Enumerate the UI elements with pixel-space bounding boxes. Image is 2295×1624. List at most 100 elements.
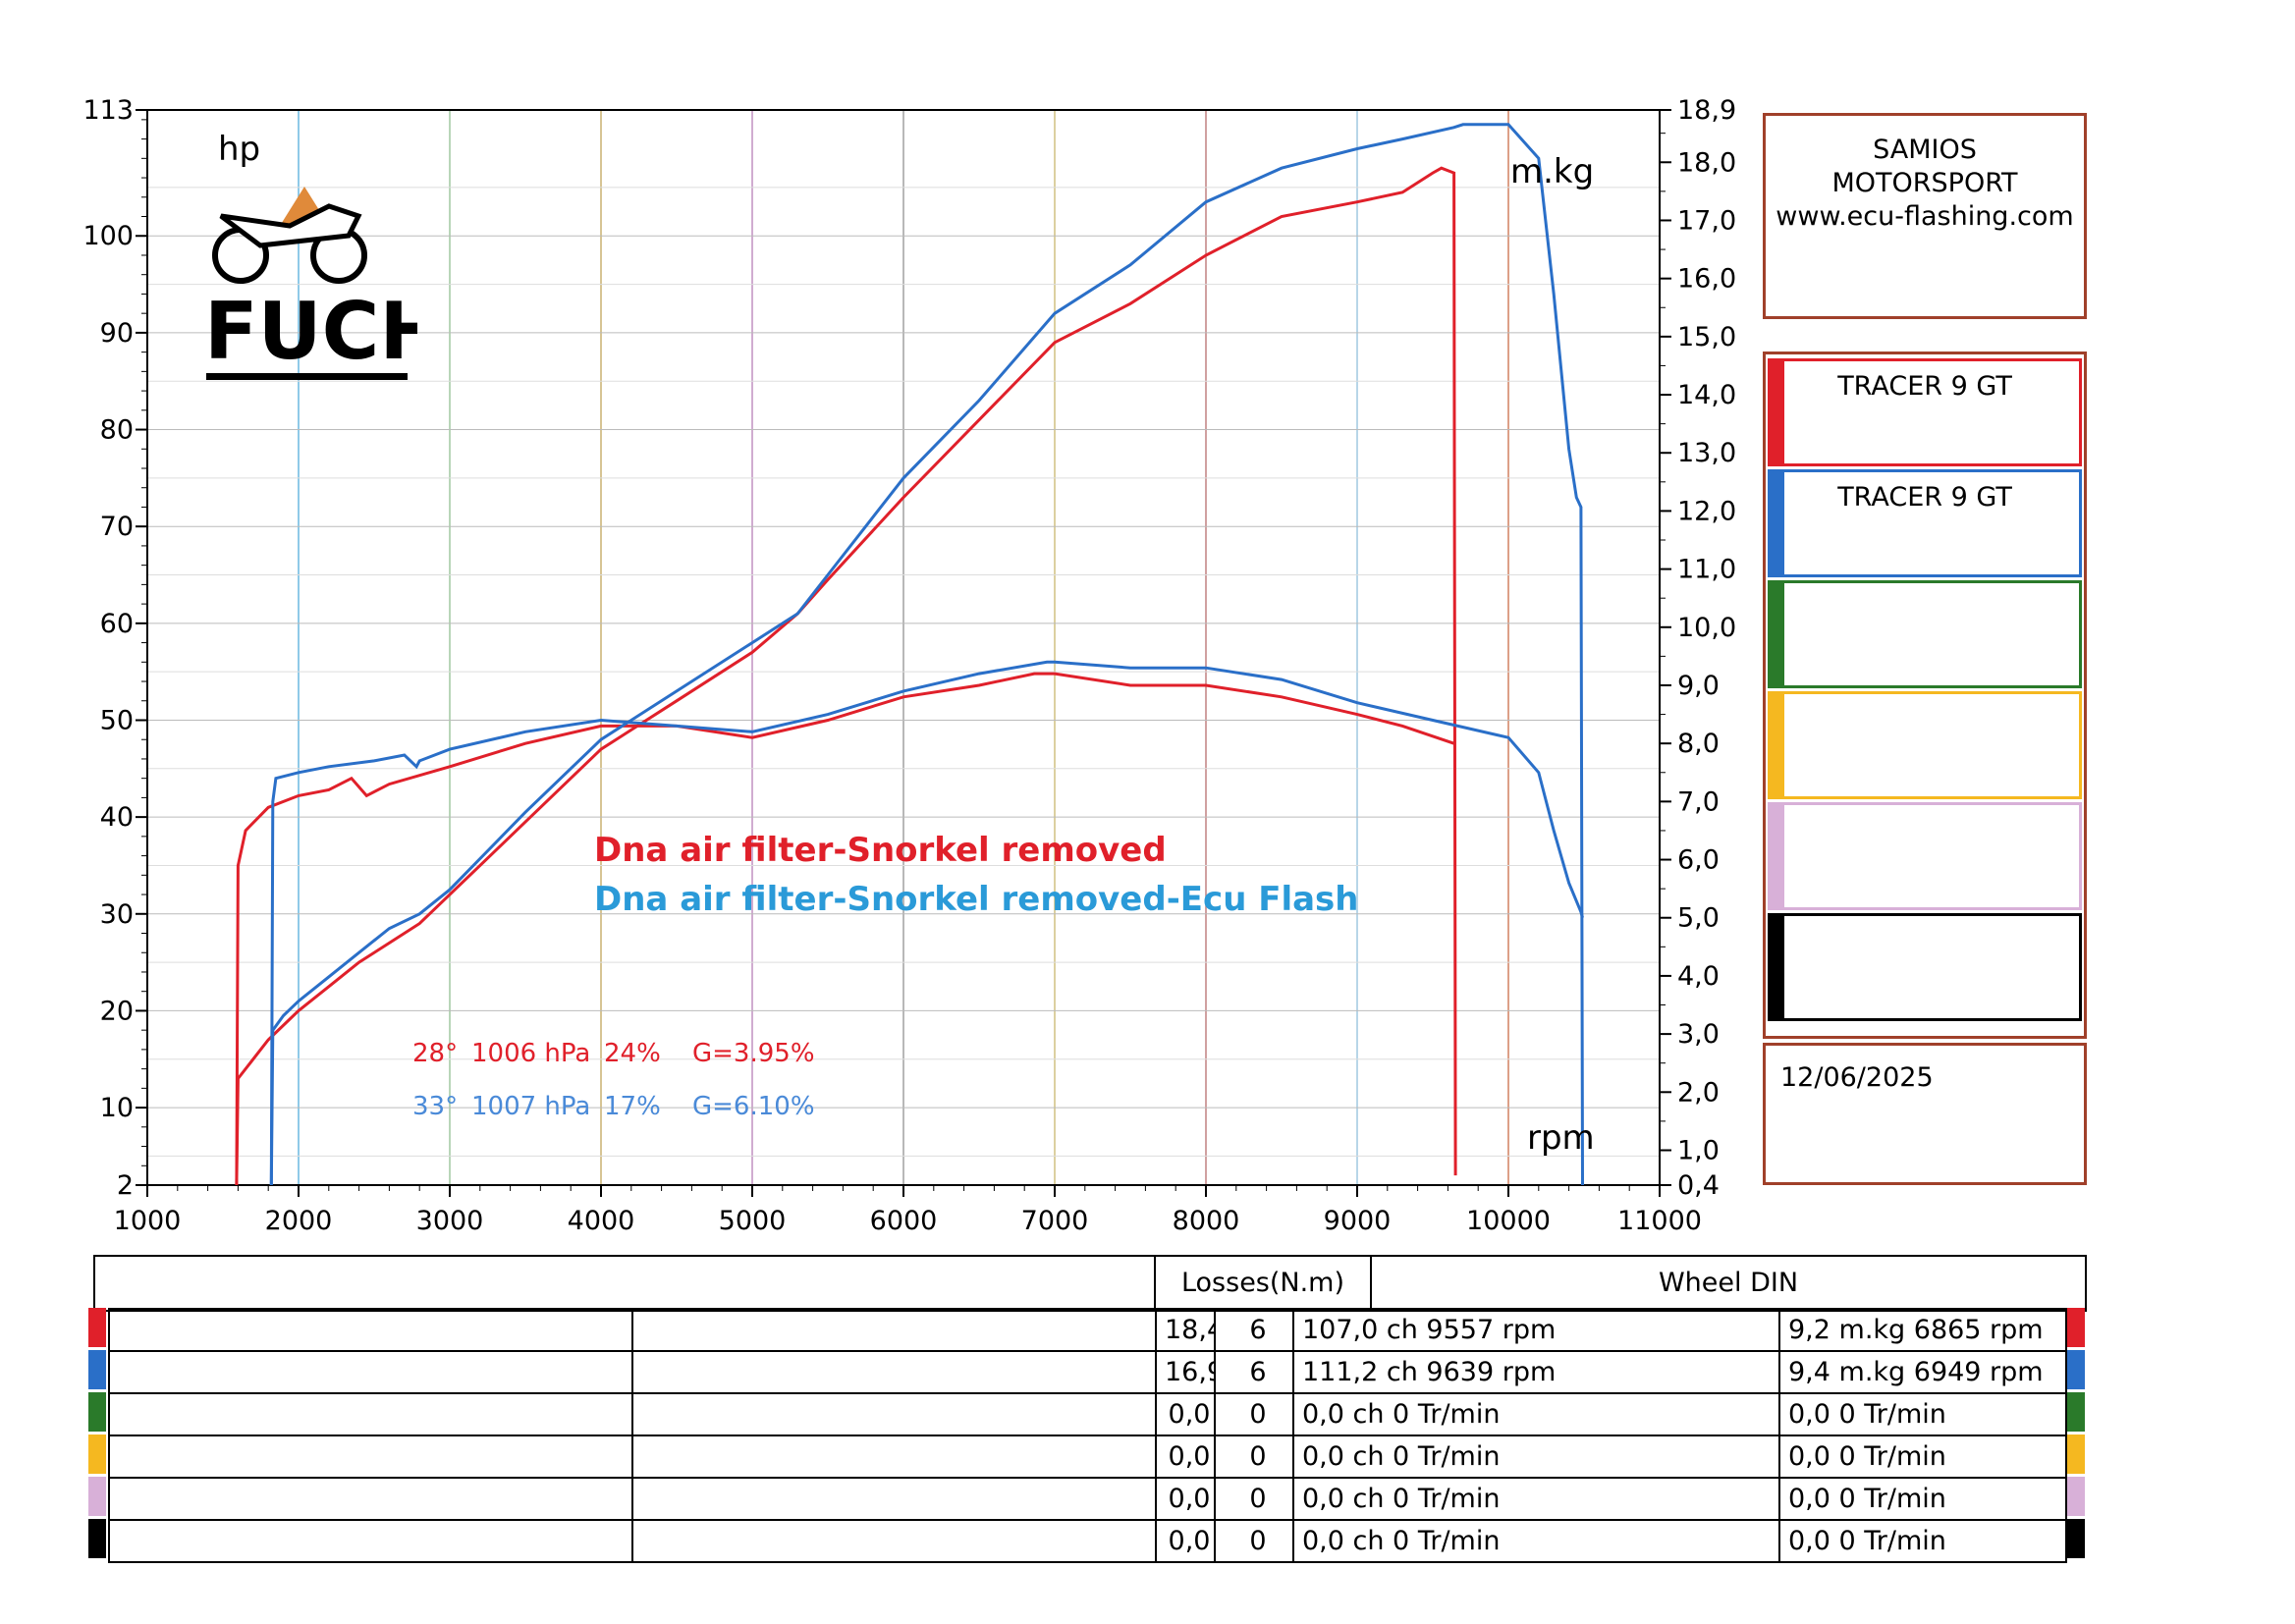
left-axis: 113 100 90 80 70 60 50 40 30 20 10 2 (82, 95, 147, 1201)
row-blank-2 (631, 1435, 1157, 1479)
right-axis: 18,9 18,0 17,0 16,0 15,0 14,0 13,0 12,0 11,0 10,0… (1660, 95, 1736, 1201)
results-table: Losses(N.m) Wheel DIN 18,46107,0 ch 9557… (88, 1255, 2087, 1563)
run-label (1771, 805, 2079, 815)
right-tick-label: 18,9 (1677, 95, 1736, 126)
row-blank-1 (108, 1519, 633, 1563)
row-blank-2 (631, 1308, 1157, 1352)
right-tick-label: 18,0 (1677, 147, 1736, 178)
row-gear: 6 (1214, 1350, 1294, 1394)
chart-grid (147, 110, 1660, 1185)
right-tick-label: 3,0 (1677, 1019, 1720, 1050)
shop-name-line2: MOTORSPORT (1831, 168, 2018, 198)
right-tick-label: 4,0 (1677, 961, 1720, 992)
row-blank-2 (631, 1350, 1157, 1394)
right-tick-label: 7,0 (1677, 786, 1720, 817)
left-tick-label: 40 (100, 802, 134, 833)
row-max-torque: 0,0 0 Tr/min (1778, 1435, 2067, 1479)
legend-entry: Dna air filter-Snorkel removed (594, 831, 1167, 870)
run-label (1771, 583, 2079, 593)
row-color-swatch (88, 1350, 106, 1389)
losses-header: Losses(N.m) (1154, 1255, 1372, 1312)
row-max-power: 0,0 ch 0 Tr/min (1292, 1392, 1780, 1436)
row-blank-1 (108, 1308, 633, 1352)
row-losses: 18,4 (1155, 1308, 1216, 1352)
condition-temp: 28° (412, 1039, 458, 1068)
row-blank-2 (631, 1392, 1157, 1436)
dyno-chart: 113 100 90 80 70 60 50 40 30 20 10 2 18,9 18,0 17,0 16… (82, 95, 1736, 1236)
row-color-swatch (2067, 1308, 2085, 1347)
right-tick-label: 12,0 (1677, 496, 1736, 526)
row-losses: 0,0 (1155, 1392, 1216, 1436)
shop-name-line1: SAMIOS (1873, 135, 1977, 165)
row-max-power: 107,0 ch 9557 rpm (1292, 1308, 1780, 1352)
x-axis-unit: rpm (1527, 1118, 1595, 1158)
row-blank-2 (631, 1477, 1157, 1521)
x-tick-label: 7000 (1021, 1206, 1089, 1236)
shop-website: www.ecu-flashing.com (1776, 201, 2074, 232)
run-label: TRACER 9 GT (1837, 371, 2012, 402)
run-color-swatch (1771, 805, 1784, 907)
test-date: 12/06/2025 (1780, 1062, 1934, 1093)
run-entry (1768, 802, 2082, 910)
run-entry (1768, 913, 2082, 1021)
run-label (1771, 916, 2079, 926)
right-tick-label: 9,0 (1677, 671, 1720, 701)
row-gear: 0 (1214, 1477, 1294, 1521)
row-max-torque: 9,2 m.kg 6865 rpm (1778, 1308, 2067, 1352)
row-gear: 6 (1214, 1308, 1294, 1352)
run-color-swatch (1771, 916, 1784, 1018)
row-max-torque: 0,0 0 Tr/min (1778, 1477, 2067, 1521)
row-color-swatch (88, 1435, 106, 1474)
curves (235, 123, 1584, 1186)
row-color-swatch (2067, 1350, 2085, 1389)
right-tick-label: 10,0 (1677, 613, 1736, 643)
left-tick-label: 30 (100, 899, 134, 930)
row-max-power: 0,0 ch 0 Tr/min (1292, 1477, 1780, 1521)
right-axis-unit: m.kg (1510, 152, 1594, 191)
condition-g: G=3.95% (692, 1039, 815, 1068)
left-tick-label: 90 (100, 318, 134, 349)
run-conditions: 28° 1006 hPa 24% G=3.95% 33° 1007 hPa 17% G=6.1… (412, 1039, 815, 1121)
row-gear: 0 (1214, 1392, 1294, 1436)
row-max-torque: 9,4 m.kg 6949 rpm (1778, 1350, 2067, 1394)
run-entry (1768, 580, 2082, 688)
run-color-swatch (1771, 694, 1784, 796)
left-tick-label: 50 (100, 705, 134, 735)
right-tick-label: 8,0 (1677, 729, 1720, 759)
row-max-power: 111,2 ch 9639 rpm (1292, 1350, 1780, 1394)
row-losses: 0,0 (1155, 1477, 1216, 1521)
row-losses: 16,9 (1155, 1350, 1216, 1394)
row-max-torque: 0,0 0 Tr/min (1778, 1519, 2067, 1563)
row-gear: 0 (1214, 1519, 1294, 1563)
x-tick-label: 11000 (1617, 1206, 1702, 1236)
right-tick-label: 16,0 (1677, 264, 1736, 295)
x-axis: 1000 2000 3000 4000 5000 6000 7000 8000 9000 1000… (114, 1185, 1702, 1236)
left-tick-label: 60 (100, 609, 134, 639)
run-color-swatch (1771, 361, 1784, 463)
right-tick-label: 11,0 (1677, 555, 1736, 585)
runs-legend (1763, 352, 2087, 1039)
wheel-din-header: Wheel DIN (1370, 1255, 2087, 1312)
condition-pressure: 1007 hPa (471, 1092, 590, 1121)
condition-humidity: 24% (604, 1039, 661, 1068)
table-header-blank (93, 1255, 1156, 1312)
right-tick-label: 17,0 (1677, 205, 1736, 236)
chart-legend: Dna air filter-Snorkel removed Dna air fi… (594, 831, 1359, 919)
condition-pressure: 1006 hPa (471, 1039, 590, 1068)
x-tick-label: 3000 (416, 1206, 484, 1236)
row-losses: 0,0 (1155, 1519, 1216, 1563)
row-max-torque: 0,0 0 Tr/min (1778, 1392, 2067, 1436)
left-tick-label: 20 (100, 996, 134, 1026)
left-tick-label: 100 (82, 221, 134, 251)
x-tick-label: 10000 (1466, 1206, 1551, 1236)
run-entry: TRACER 9 GT (1768, 358, 2082, 466)
left-tick-label: 113 (82, 95, 134, 126)
series-line-power (269, 123, 1584, 1186)
row-color-swatch (2067, 1519, 2085, 1558)
run-color-swatch (1771, 583, 1784, 685)
left-tick-label: 80 (100, 415, 134, 446)
date-box (1763, 1043, 2087, 1185)
legend-entry: Dna air filter-Snorkel removed-Ecu Flash (594, 880, 1359, 919)
